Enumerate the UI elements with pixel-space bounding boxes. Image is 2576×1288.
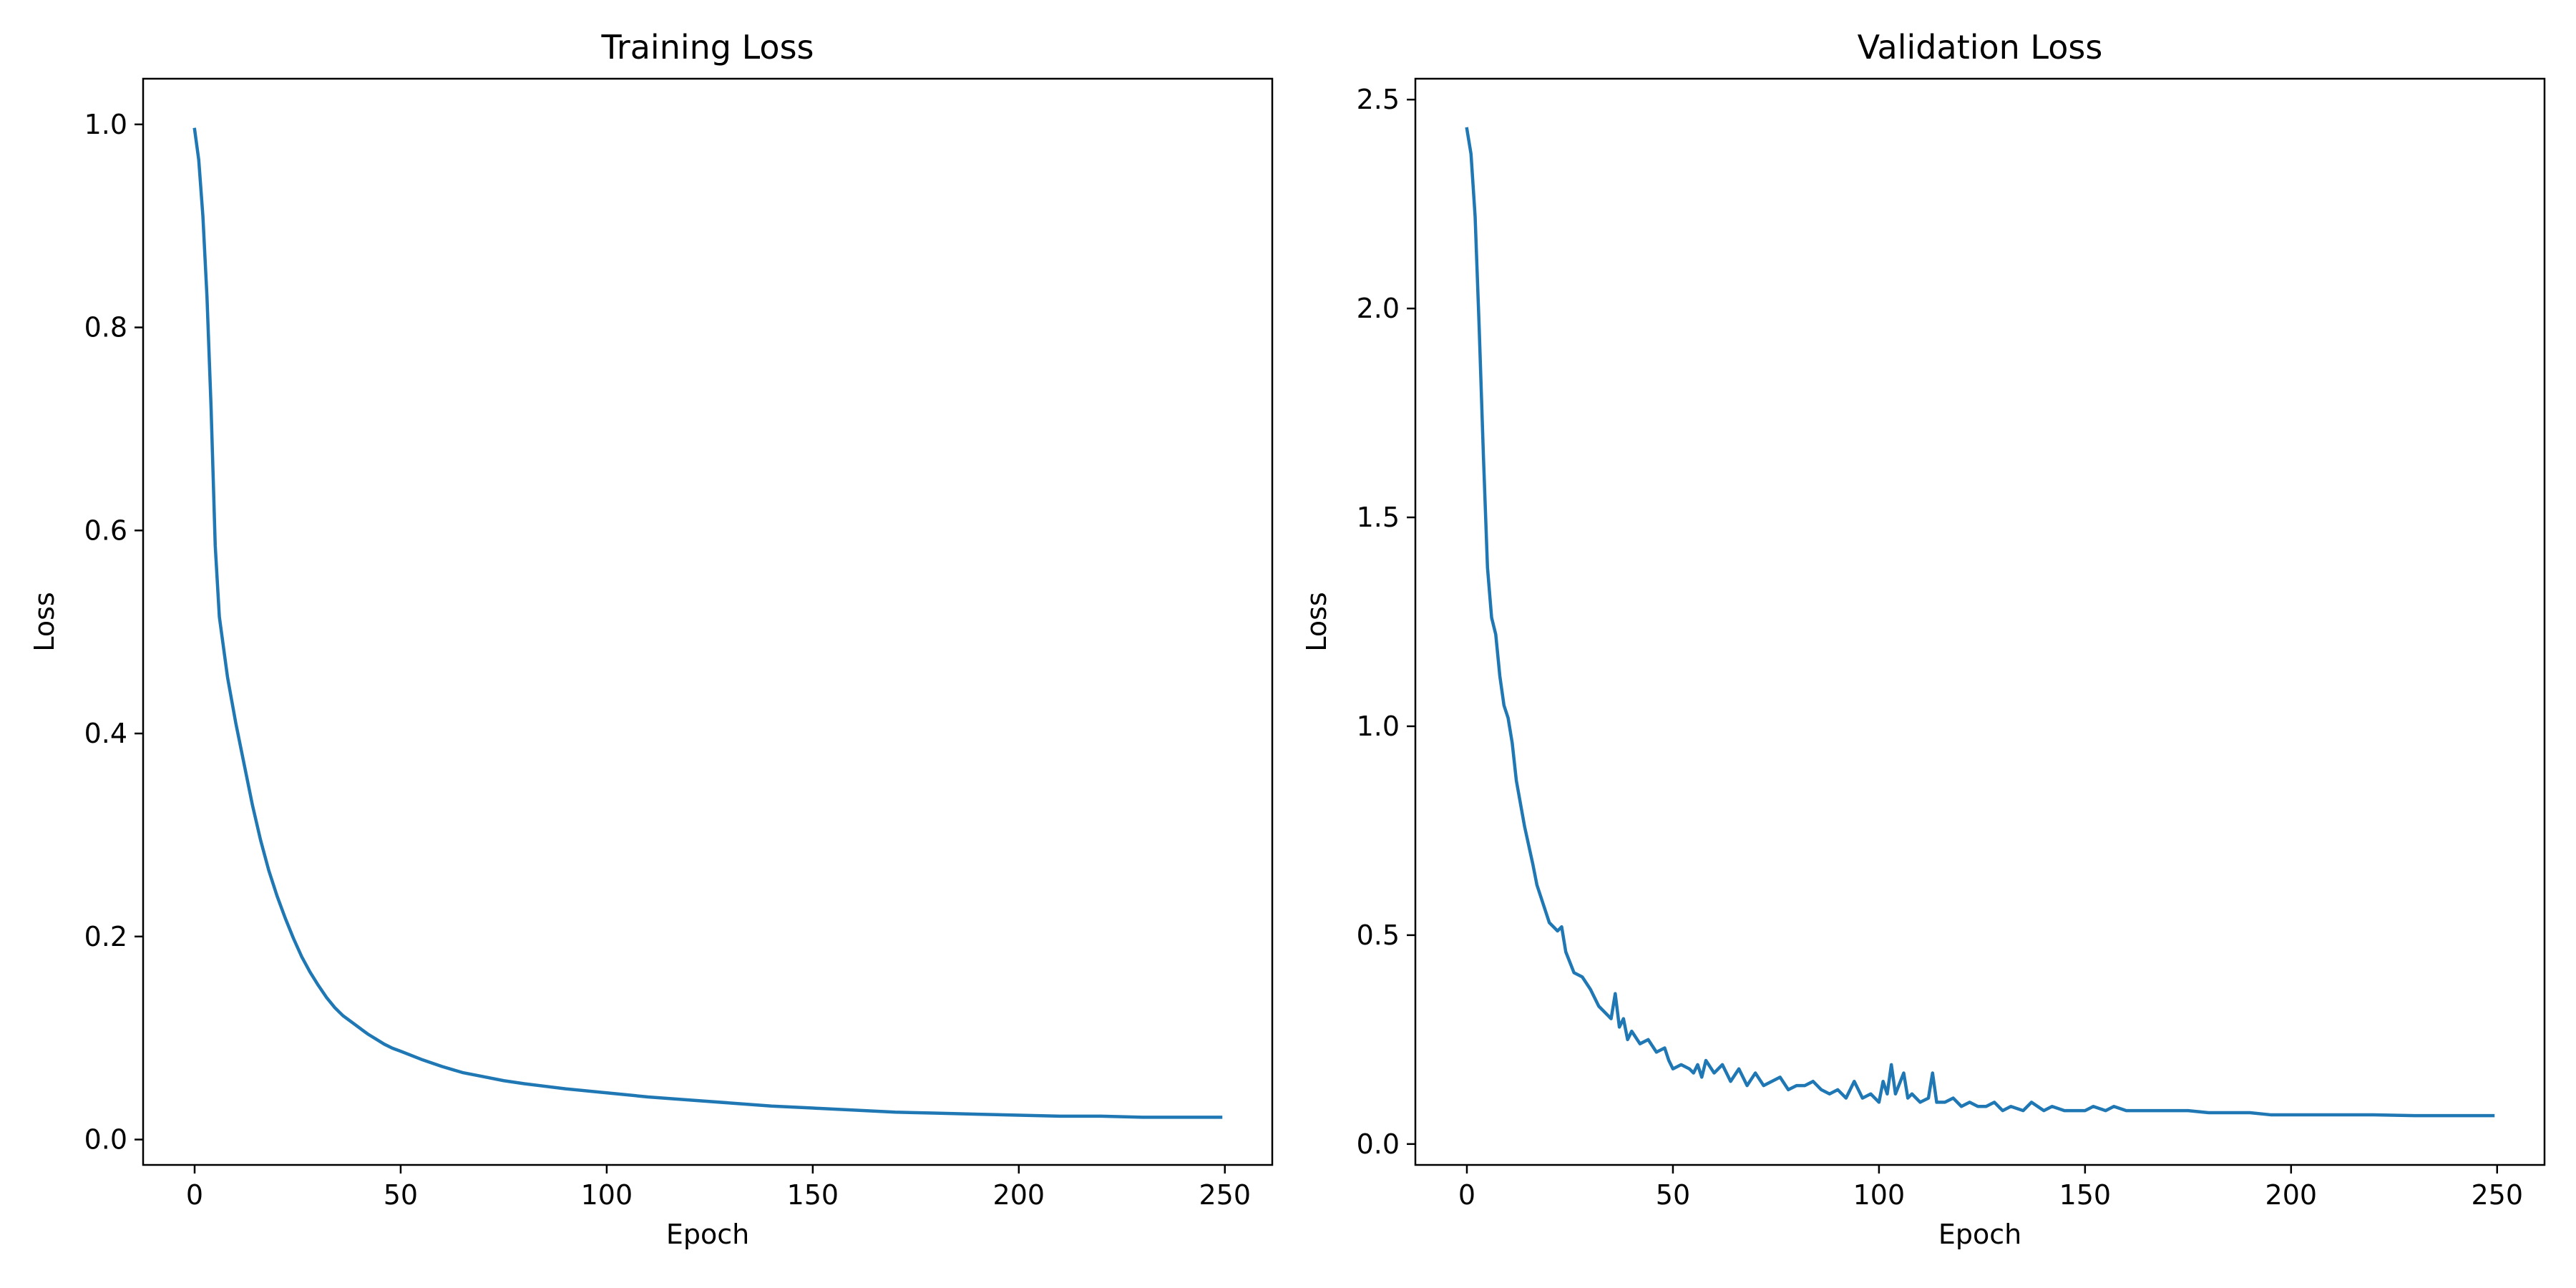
validation-loss-y-tick-label: 2.5 <box>1357 84 1400 115</box>
validation-loss-y-tick-label: 0.0 <box>1357 1128 1400 1160</box>
validation-loss-y-tick-label: 2.0 <box>1357 293 1400 324</box>
training-loss-panel: 0 50 100 150 200 250 0.0 0.2 0.4 0.6 0.8 1.0 Train… <box>29 28 1274 1250</box>
training-loss-x-tick-label: 250 <box>1199 1179 1252 1211</box>
validation-loss-panel: 0 50 100 150 200 250 0.0 0.5 1.0 1.5 2.0 2.5 Valid… <box>1301 28 2546 1250</box>
validation-loss-x-tick-label: 250 <box>2472 1179 2524 1211</box>
validation-loss-line-layer <box>1465 127 2495 1118</box>
training-loss-y-tick-label: 0.6 <box>84 514 127 546</box>
validation-loss-x-tick-label: 100 <box>1853 1179 1906 1211</box>
validation-loss-x-ticks: 0 50 100 150 200 250 <box>1458 1165 2523 1211</box>
validation-loss-x-tick-label: 200 <box>2265 1179 2318 1211</box>
training-loss-line-layer <box>192 127 1223 1119</box>
training-loss-x-tick-label: 0 <box>186 1179 203 1211</box>
training-loss-axes-frame <box>142 77 1274 1166</box>
validation-loss-y-tick-label: 0.5 <box>1357 919 1400 951</box>
training-loss-series-line <box>192 127 1223 1119</box>
training-loss-y-axis-label: Loss <box>29 592 60 651</box>
validation-loss-series-line <box>1465 127 2495 1118</box>
training-loss-title: Training Loss <box>600 28 814 67</box>
training-loss-x-tick-label: 200 <box>993 1179 1045 1211</box>
training-loss-x-tick-label: 50 <box>384 1179 418 1211</box>
training-loss-y-tick-label: 0.8 <box>84 312 127 343</box>
training-loss-y-tick-label: 0.4 <box>84 718 127 749</box>
training-loss-y-tick-label: 0.0 <box>84 1124 127 1156</box>
training-loss-x-ticks: 0 50 100 150 200 250 <box>186 1165 1251 1211</box>
validation-loss-y-ticks: 0.0 0.5 1.0 1.5 2.0 2.5 <box>1357 84 1415 1160</box>
training-loss-y-tick-label: 1.0 <box>84 109 127 140</box>
training-loss-y-ticks: 0.0 0.2 0.4 0.6 0.8 1.0 <box>84 109 143 1156</box>
validation-loss-title: Validation Loss <box>1858 28 2103 67</box>
validation-loss-axes-frame <box>1414 77 2546 1166</box>
validation-loss-y-tick-label: 1.5 <box>1357 502 1400 533</box>
validation-loss-x-axis-label: Epoch <box>1938 1219 2021 1250</box>
training-loss-x-axis-label: Epoch <box>666 1219 749 1250</box>
validation-loss-x-tick-label: 150 <box>2059 1179 2112 1211</box>
training-loss-x-tick-label: 150 <box>787 1179 839 1211</box>
validation-loss-y-axis-label: Loss <box>1301 592 1332 651</box>
training-loss-x-tick-label: 100 <box>581 1179 633 1211</box>
training-loss-y-tick-label: 0.2 <box>84 921 127 952</box>
validation-loss-x-tick-label: 50 <box>1656 1179 1690 1211</box>
validation-loss-y-tick-label: 1.0 <box>1357 711 1400 742</box>
validation-loss-x-tick-label: 0 <box>1458 1179 1475 1211</box>
